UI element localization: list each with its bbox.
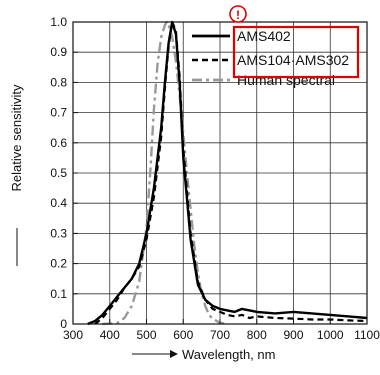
y-axis-title-group: Relative sensitivity: [9, 84, 24, 266]
y-tick-label: 0.2: [50, 257, 67, 271]
x-tick-label: 400: [100, 328, 120, 342]
legend-label-human-spectral: Human spectral: [237, 72, 335, 88]
x-tick-label: 700: [210, 328, 230, 342]
x-axis-title-group: Wavelength, nm: [132, 347, 275, 362]
y-tick-label: 0.3: [50, 226, 67, 240]
x-tick-label: 600: [173, 328, 193, 342]
grid: [73, 22, 367, 324]
y-tick-label: 0.4: [50, 196, 67, 210]
legend: AMS402 AMS104·AMS302 Human spectral: [192, 25, 360, 88]
x-tick-label: 300: [63, 328, 83, 342]
series-layer: [87, 20, 368, 326]
legend-label-ams402: AMS402: [237, 28, 291, 44]
y-tick-label: 0.5: [50, 166, 67, 180]
x-tick-label: 1000: [317, 328, 344, 342]
legend-label-ams104-ams302: AMS104·AMS302: [237, 52, 349, 68]
series-line-ams402: [87, 20, 368, 326]
legend-highlight-box: [232, 25, 360, 79]
y-tick-label: 0: [60, 317, 67, 331]
y-tick-label: 0.8: [50, 75, 67, 89]
warning-icon: [229, 5, 247, 23]
tick-labels: 300 400 500 600 700 800 900 1000 1100 0 0.1 0.2 0.3 0…: [50, 15, 380, 342]
axes: [72, 21, 368, 325]
y-axis-title: Relative sensitivity: [9, 84, 24, 191]
x-tick-label: 1100: [354, 328, 380, 342]
y-tick-label: 0.6: [50, 136, 67, 150]
y-tick-label: 1.0: [50, 15, 67, 29]
plot-frame: [72, 21, 368, 325]
y-tick-label: 0.9: [50, 45, 67, 59]
x-tick-label: 900: [283, 328, 303, 342]
x-tick-label: 500: [136, 328, 156, 342]
series-line-human-spectral: [102, 20, 228, 326]
x-axis-title-arrowhead: [170, 350, 178, 358]
warning-annotation: !: [229, 5, 247, 23]
x-axis-title: Wavelength, nm: [182, 347, 275, 362]
y-tick-label: 0.7: [50, 106, 67, 120]
warning-icon-glyph: !: [236, 8, 240, 22]
x-tick-label: 800: [247, 328, 267, 342]
y-tick-label: 0.1: [50, 287, 67, 301]
